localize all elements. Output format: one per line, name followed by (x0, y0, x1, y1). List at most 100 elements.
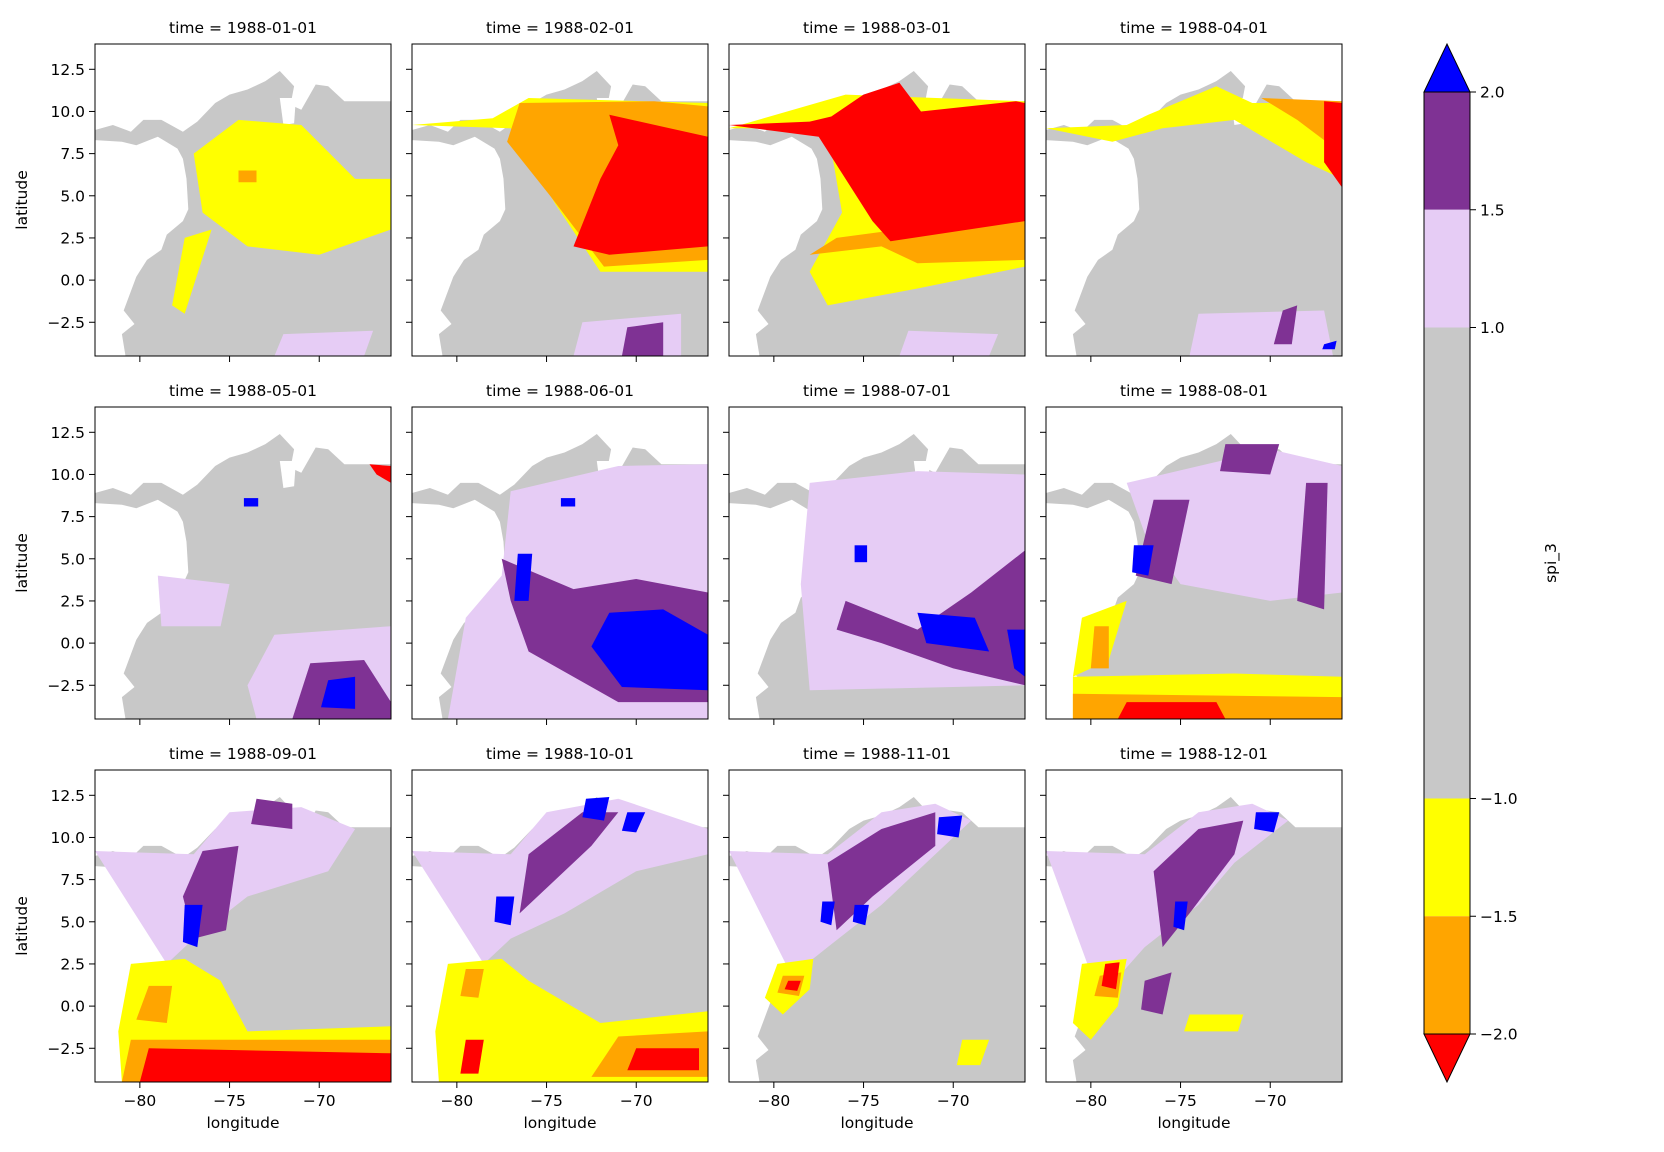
panel-title: time = 1988-08-01 (1120, 382, 1268, 400)
spi-region-blue (917, 612, 990, 652)
x-axis-label: longitude (523, 1114, 596, 1132)
panel-frame (728, 769, 1026, 1083)
spi-region-red (139, 1048, 391, 1082)
y-tick-label: 7.5 (60, 871, 85, 889)
map-panel-11: time = 1988-11-01 −80 −75 −70 longitude (723, 745, 1026, 1132)
spi-region-blue (1254, 812, 1280, 833)
y-tick-label: 0.0 (60, 272, 85, 290)
spi-region-blue (494, 896, 515, 926)
spi-region-blue (582, 797, 610, 821)
x-axis-label: longitude (1157, 1114, 1230, 1132)
spi-region-red (369, 464, 391, 483)
panel-frame (411, 406, 709, 720)
colorbar-label: spi_3 (1542, 543, 1561, 583)
spi-region-purple (251, 798, 293, 829)
panel-title: time = 1988-11-01 (803, 745, 951, 763)
panel-title: time = 1988-01-01 (169, 19, 317, 37)
colorbar-tick-label: −2.0 (1480, 1026, 1518, 1044)
map-raster (412, 797, 708, 1082)
spi-region-blue (1132, 545, 1154, 576)
x-axis-label: longitude (840, 1114, 913, 1132)
panel-title: time = 1988-09-01 (169, 745, 317, 763)
x-tick-label: −75 (213, 1092, 246, 1110)
spi-region-blue (591, 609, 708, 691)
y-axis-label: latitude (13, 170, 31, 229)
spi-region-orange (238, 170, 257, 183)
spi-region-blue (820, 901, 835, 926)
spi-region-purple (1141, 972, 1172, 1015)
x-tick-label: −80 (123, 1092, 156, 1110)
spi-region-red (729, 82, 1025, 242)
panel-frame (728, 43, 1026, 357)
y-tick-label: 12.5 (50, 61, 85, 79)
spi-region-purple (836, 550, 1025, 686)
panel-title: time = 1988-12-01 (1120, 745, 1268, 763)
map-panel-9: time = 1988-09-01 −80 −75 −70 longitude 12.5 1… (13, 745, 392, 1132)
spi-region-orange (136, 985, 173, 1023)
map-raster (1046, 797, 1342, 1082)
spi-region-yellow (956, 1039, 990, 1066)
y-tick-label: 7.5 (60, 508, 85, 526)
spi-region-red (784, 980, 801, 991)
panel-frame (1045, 769, 1343, 1083)
map-raster (95, 434, 391, 719)
y-tick-label: 7.5 (60, 145, 85, 163)
y-axis-label: latitude (13, 896, 31, 955)
map-panel-6: time = 1988-06-01 (406, 382, 709, 725)
spi-region-orange (460, 969, 484, 998)
x-tick-label: −80 (757, 1092, 790, 1110)
spi-region-purple (827, 812, 936, 931)
spi-region-yellow (172, 229, 212, 314)
spi-region-blue (1322, 340, 1337, 350)
colorbar-tick-label: 1.5 (1480, 201, 1505, 219)
y-tick-label: −2.5 (47, 1040, 85, 1058)
x-tick-label: −75 (847, 1092, 880, 1110)
panel-frame (94, 769, 392, 1083)
colorbar-band (1424, 916, 1470, 1034)
spi-region-blue (321, 676, 356, 709)
spi-region-yellow (1046, 86, 1342, 179)
lake-gap (279, 461, 296, 488)
panel-frame (94, 43, 392, 357)
y-tick-label: 10.0 (50, 103, 85, 121)
map-raster (95, 797, 391, 1082)
x-tick-label: −70 (937, 1092, 970, 1110)
x-axis-label: longitude (206, 1114, 279, 1132)
x-tick-label: −75 (1164, 1092, 1197, 1110)
spi-region-lavender (1126, 449, 1342, 601)
spi-region-yellow (1184, 1014, 1244, 1032)
spi-region-purple (1273, 305, 1298, 345)
map-raster (1046, 71, 1342, 356)
colorbar: 2.0 1.5 1.0 −1.0 −1.5 −2.0 spi_3 (1423, 42, 1561, 1084)
spi-region-red (573, 114, 708, 255)
y-tick-label: 12.5 (50, 787, 85, 805)
land-near-normal (1046, 71, 1342, 356)
colorbar-tick-label: 2.0 (1480, 84, 1505, 102)
colorbar-band (1424, 327, 1470, 799)
spi-region-blue (243, 498, 259, 507)
x-tick-label: −75 (530, 1092, 563, 1110)
x-tick-label: −70 (303, 1092, 336, 1110)
spi-region-blue (621, 812, 646, 833)
y-tick-label: 2.5 (60, 592, 85, 610)
map-panel-7: time = 1988-07-01 (723, 382, 1026, 725)
map-panel-2: time = 1988-02-01 (406, 19, 709, 362)
map-panel-4: time = 1988-04-01 (1040, 19, 1343, 362)
colorbar-tick-label: −1.5 (1480, 908, 1518, 926)
spi-region-orange (1261, 98, 1342, 154)
panel-title: time = 1988-10-01 (486, 745, 634, 763)
spi-region-red (1324, 101, 1342, 188)
x-tick-label: −80 (1074, 1092, 1107, 1110)
colorbar-tick-label: 1.0 (1480, 319, 1505, 337)
map-panel-8: time = 1988-08-01 (1040, 382, 1343, 725)
y-tick-label: 0.0 (60, 998, 85, 1016)
spi-region-lavender (274, 330, 374, 356)
spi-region-orange (809, 221, 1025, 264)
spi-region-lavender (899, 330, 999, 356)
map-panel-5: time = 1988-05-01 12.5 10.0 7.5 5.0 2.5 0.0 −2.… (13, 382, 392, 725)
spi-region-blue (1173, 901, 1188, 931)
panel-title: time = 1988-07-01 (803, 382, 951, 400)
map-panel-12: time = 1988-12-01 −80 −75 −70 longitude (1040, 745, 1343, 1132)
spi-region-purple (621, 322, 664, 356)
